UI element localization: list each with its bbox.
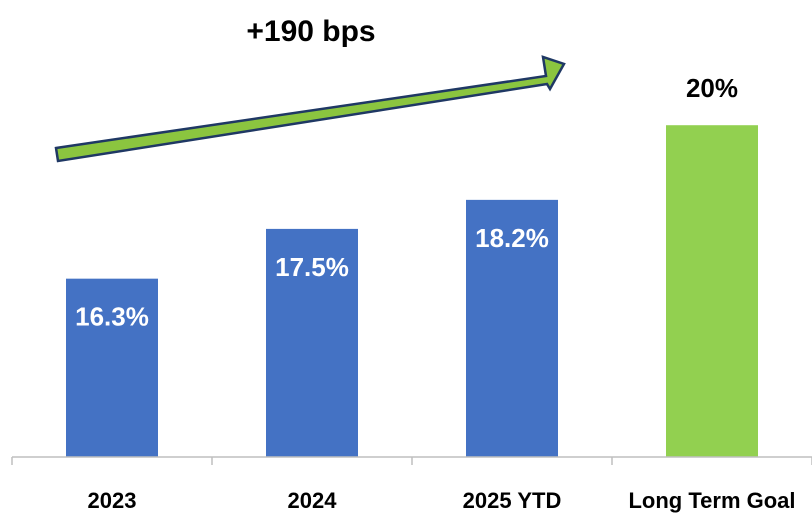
bar-3 [666,125,758,458]
data-label-3: 20% [686,73,738,103]
category-label-2: 2025 YTD [463,488,562,513]
category-label-1: 2024 [288,488,338,513]
category-label-3: Long Term Goal [628,488,795,513]
growth-arrow-icon [54,55,566,163]
category-label-0: 2023 [88,488,137,513]
data-label-2: 18.2% [475,223,549,253]
x-axis [11,456,812,465]
growth-annotation: +190 bps [54,15,566,163]
bar-0 [66,278,158,457]
bar-1 [266,228,358,457]
data-labels: 16.3% 17.5% 18.2% 20% [75,73,738,331]
bar-2 [466,199,558,457]
category-labels: 2023 2024 2025 YTD Long Term Goal [88,488,796,513]
data-label-0: 16.3% [75,302,149,332]
bars [66,125,758,458]
data-label-1: 17.5% [275,252,349,282]
growth-annotation-label: +190 bps [246,15,375,48]
